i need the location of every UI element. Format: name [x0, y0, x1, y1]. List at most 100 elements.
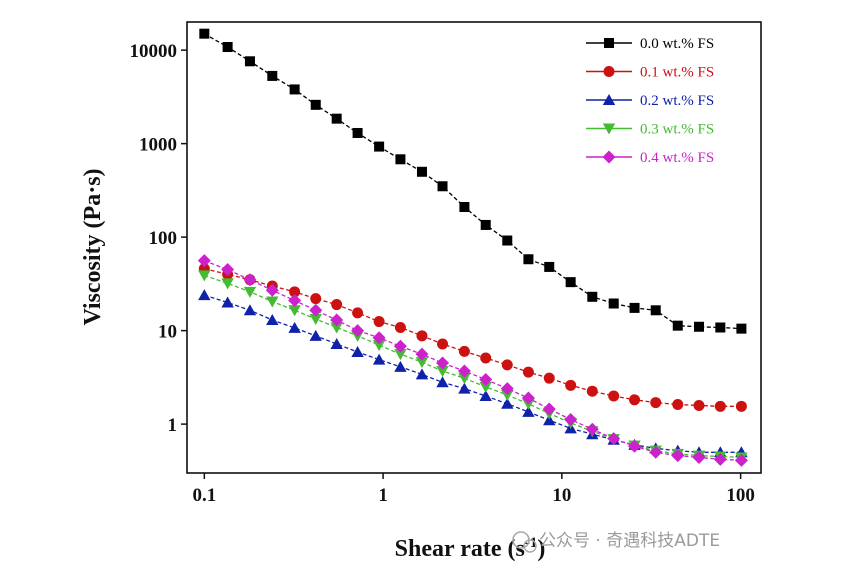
series-layer: [197, 28, 748, 467]
data-point: [629, 394, 641, 406]
data-point: [544, 261, 555, 272]
data-point: [395, 154, 406, 165]
data-point: [692, 450, 706, 464]
data-point: [501, 389, 514, 401]
data-point: [310, 99, 321, 110]
series-2: [198, 289, 748, 458]
data-point: [243, 273, 257, 287]
data-point: [587, 291, 598, 302]
data-point: [416, 330, 428, 342]
data-point: [331, 299, 343, 311]
y-tick-label: 10000: [130, 41, 178, 62]
data-point: [586, 385, 598, 397]
data-point: [243, 286, 257, 298]
data-point: [288, 293, 302, 307]
data-point: [288, 321, 301, 333]
data-point: [372, 340, 386, 352]
legend-item: 0.4 wt.% FS: [586, 150, 714, 166]
y-tick-label: 100: [149, 228, 178, 249]
data-point: [565, 379, 577, 391]
data-point: [330, 337, 343, 349]
data-point: [672, 399, 684, 411]
data-point: [437, 181, 448, 192]
data-point: [649, 445, 663, 459]
data-point: [564, 413, 578, 427]
data-point: [650, 305, 661, 316]
data-point: [309, 314, 322, 326]
data-point: [243, 304, 257, 316]
data-point: [221, 296, 234, 308]
data-point: [198, 270, 211, 282]
data-point: [289, 84, 300, 95]
data-point: [372, 353, 386, 365]
data-point: [672, 320, 683, 331]
series-3: [198, 270, 748, 464]
data-point: [436, 356, 450, 370]
data-point: [522, 405, 535, 417]
data-point: [330, 313, 344, 327]
data-point: [607, 432, 621, 446]
data-point: [288, 305, 301, 317]
x-tick-label: 0.1: [192, 485, 216, 506]
x-tick-label: 1: [378, 485, 388, 506]
data-point: [330, 322, 343, 334]
data-point: [221, 263, 235, 277]
legend-item: 0.1 wt.% FS: [586, 65, 714, 81]
watermark-text: 公众号 · 奇遇科技ADTE: [539, 531, 720, 551]
data-point: [372, 331, 386, 345]
data-point: [693, 400, 705, 412]
data-point: [480, 219, 491, 230]
series-4: [197, 254, 748, 467]
data-point: [608, 390, 620, 402]
data-point: [265, 283, 279, 297]
x-axis-ticks: 0.1 1 10 100: [192, 473, 755, 506]
data-point: [458, 382, 471, 394]
watermark: 公众号 · 奇遇科技ADTE: [512, 531, 720, 553]
data-point: [198, 289, 211, 301]
data-point: [565, 277, 576, 288]
legend-marker: [603, 66, 615, 77]
data-point: [351, 346, 364, 358]
legend-item: 0.2 wt.% FS: [586, 93, 714, 109]
data-point: [374, 141, 385, 152]
data-point: [310, 293, 322, 305]
data-point: [542, 402, 556, 416]
data-point: [713, 452, 727, 466]
data-point: [735, 400, 747, 412]
data-point: [543, 414, 556, 426]
data-point: [309, 329, 322, 341]
data-point: [436, 376, 449, 388]
data-point: [714, 400, 726, 412]
data-point: [501, 397, 514, 409]
data-point: [457, 364, 471, 378]
data-point: [415, 347, 429, 361]
data-point: [458, 373, 471, 385]
data-point: [351, 324, 365, 338]
data-point: [715, 322, 726, 333]
data-point: [394, 321, 406, 333]
y-axis-label: Viscosity (Pa·s): [80, 168, 106, 325]
legend-marker: [602, 123, 616, 135]
data-point: [199, 28, 210, 39]
data-point: [197, 254, 211, 268]
data-point: [479, 381, 492, 393]
data-point: [501, 359, 513, 371]
data-point: [416, 166, 427, 177]
y-tick-label: 10: [158, 322, 177, 343]
data-point: [415, 368, 429, 380]
data-point: [373, 316, 385, 328]
x-tick-label: 10: [552, 485, 571, 506]
data-point: [736, 323, 747, 334]
plot-frame-group: [186, 21, 762, 474]
series-1: [198, 263, 747, 412]
data-point: [436, 365, 449, 377]
data-point: [523, 254, 534, 265]
legend-item: 0.3 wt.% FS: [586, 122, 714, 138]
data-point: [502, 235, 513, 246]
x-axis-label-superscript: -1: [525, 535, 538, 551]
data-point: [585, 422, 599, 436]
series-0: [199, 28, 747, 334]
legend-label: 0.4 wt.% FS: [640, 150, 714, 166]
data-point: [267, 70, 278, 81]
